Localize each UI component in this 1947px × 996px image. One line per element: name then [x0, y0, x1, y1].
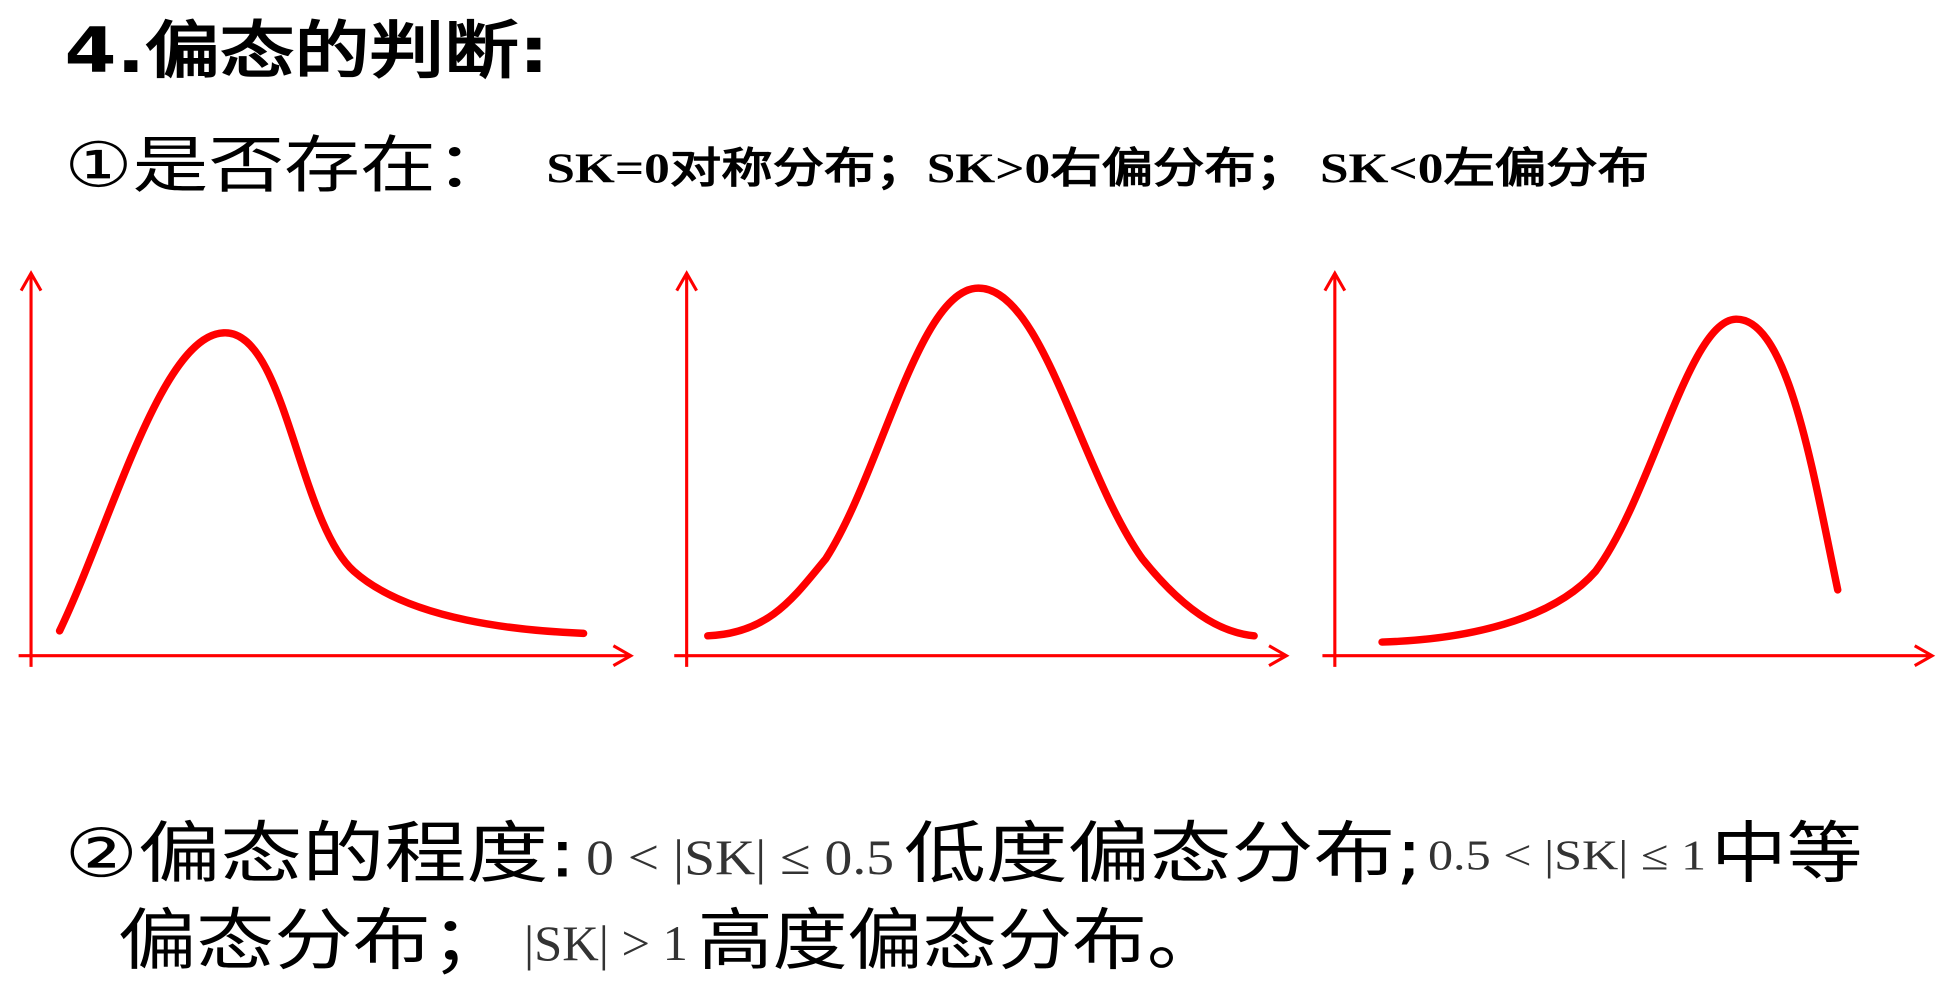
symmetric-diagram — [674, 270, 1290, 667]
existence-label: ①是否存在： — [65, 128, 512, 201]
mid-range: 0.5 < |SK| ≤ 1 — [1428, 832, 1706, 879]
left-skew-diagram — [1322, 270, 1936, 667]
low-range: 0 < |SK| ≤ 0.5 — [586, 830, 894, 885]
degree-label: ②偏态的程度: — [65, 815, 577, 893]
mid-text: 中等 — [1711, 815, 1862, 893]
existence-rule: SK=0对称分布；SK>0右偏分布； SK<0左偏分布 — [546, 146, 1649, 193]
high-range: |SK| > 1 — [524, 916, 688, 971]
low-text: 低度偏态分布; — [904, 815, 1423, 893]
title: 4.偏态的判断: — [65, 14, 549, 87]
right-skew-diagram — [18, 270, 634, 667]
high-text: 高度偏态分布。 — [698, 902, 1222, 980]
mid-text: 偏态分布； — [118, 902, 509, 980]
